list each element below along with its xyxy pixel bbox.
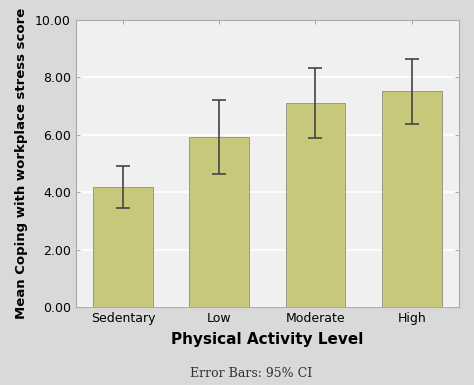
Bar: [286, 103, 346, 307]
X-axis label: Physical Activity Level: Physical Activity Level: [171, 332, 364, 347]
Bar: [382, 91, 442, 307]
Bar: [93, 187, 153, 307]
Bar: [190, 137, 249, 307]
Y-axis label: Mean Coping with workplace stress score: Mean Coping with workplace stress score: [15, 8, 28, 319]
Text: Error Bars: 95% CI: Error Bars: 95% CI: [190, 367, 312, 380]
